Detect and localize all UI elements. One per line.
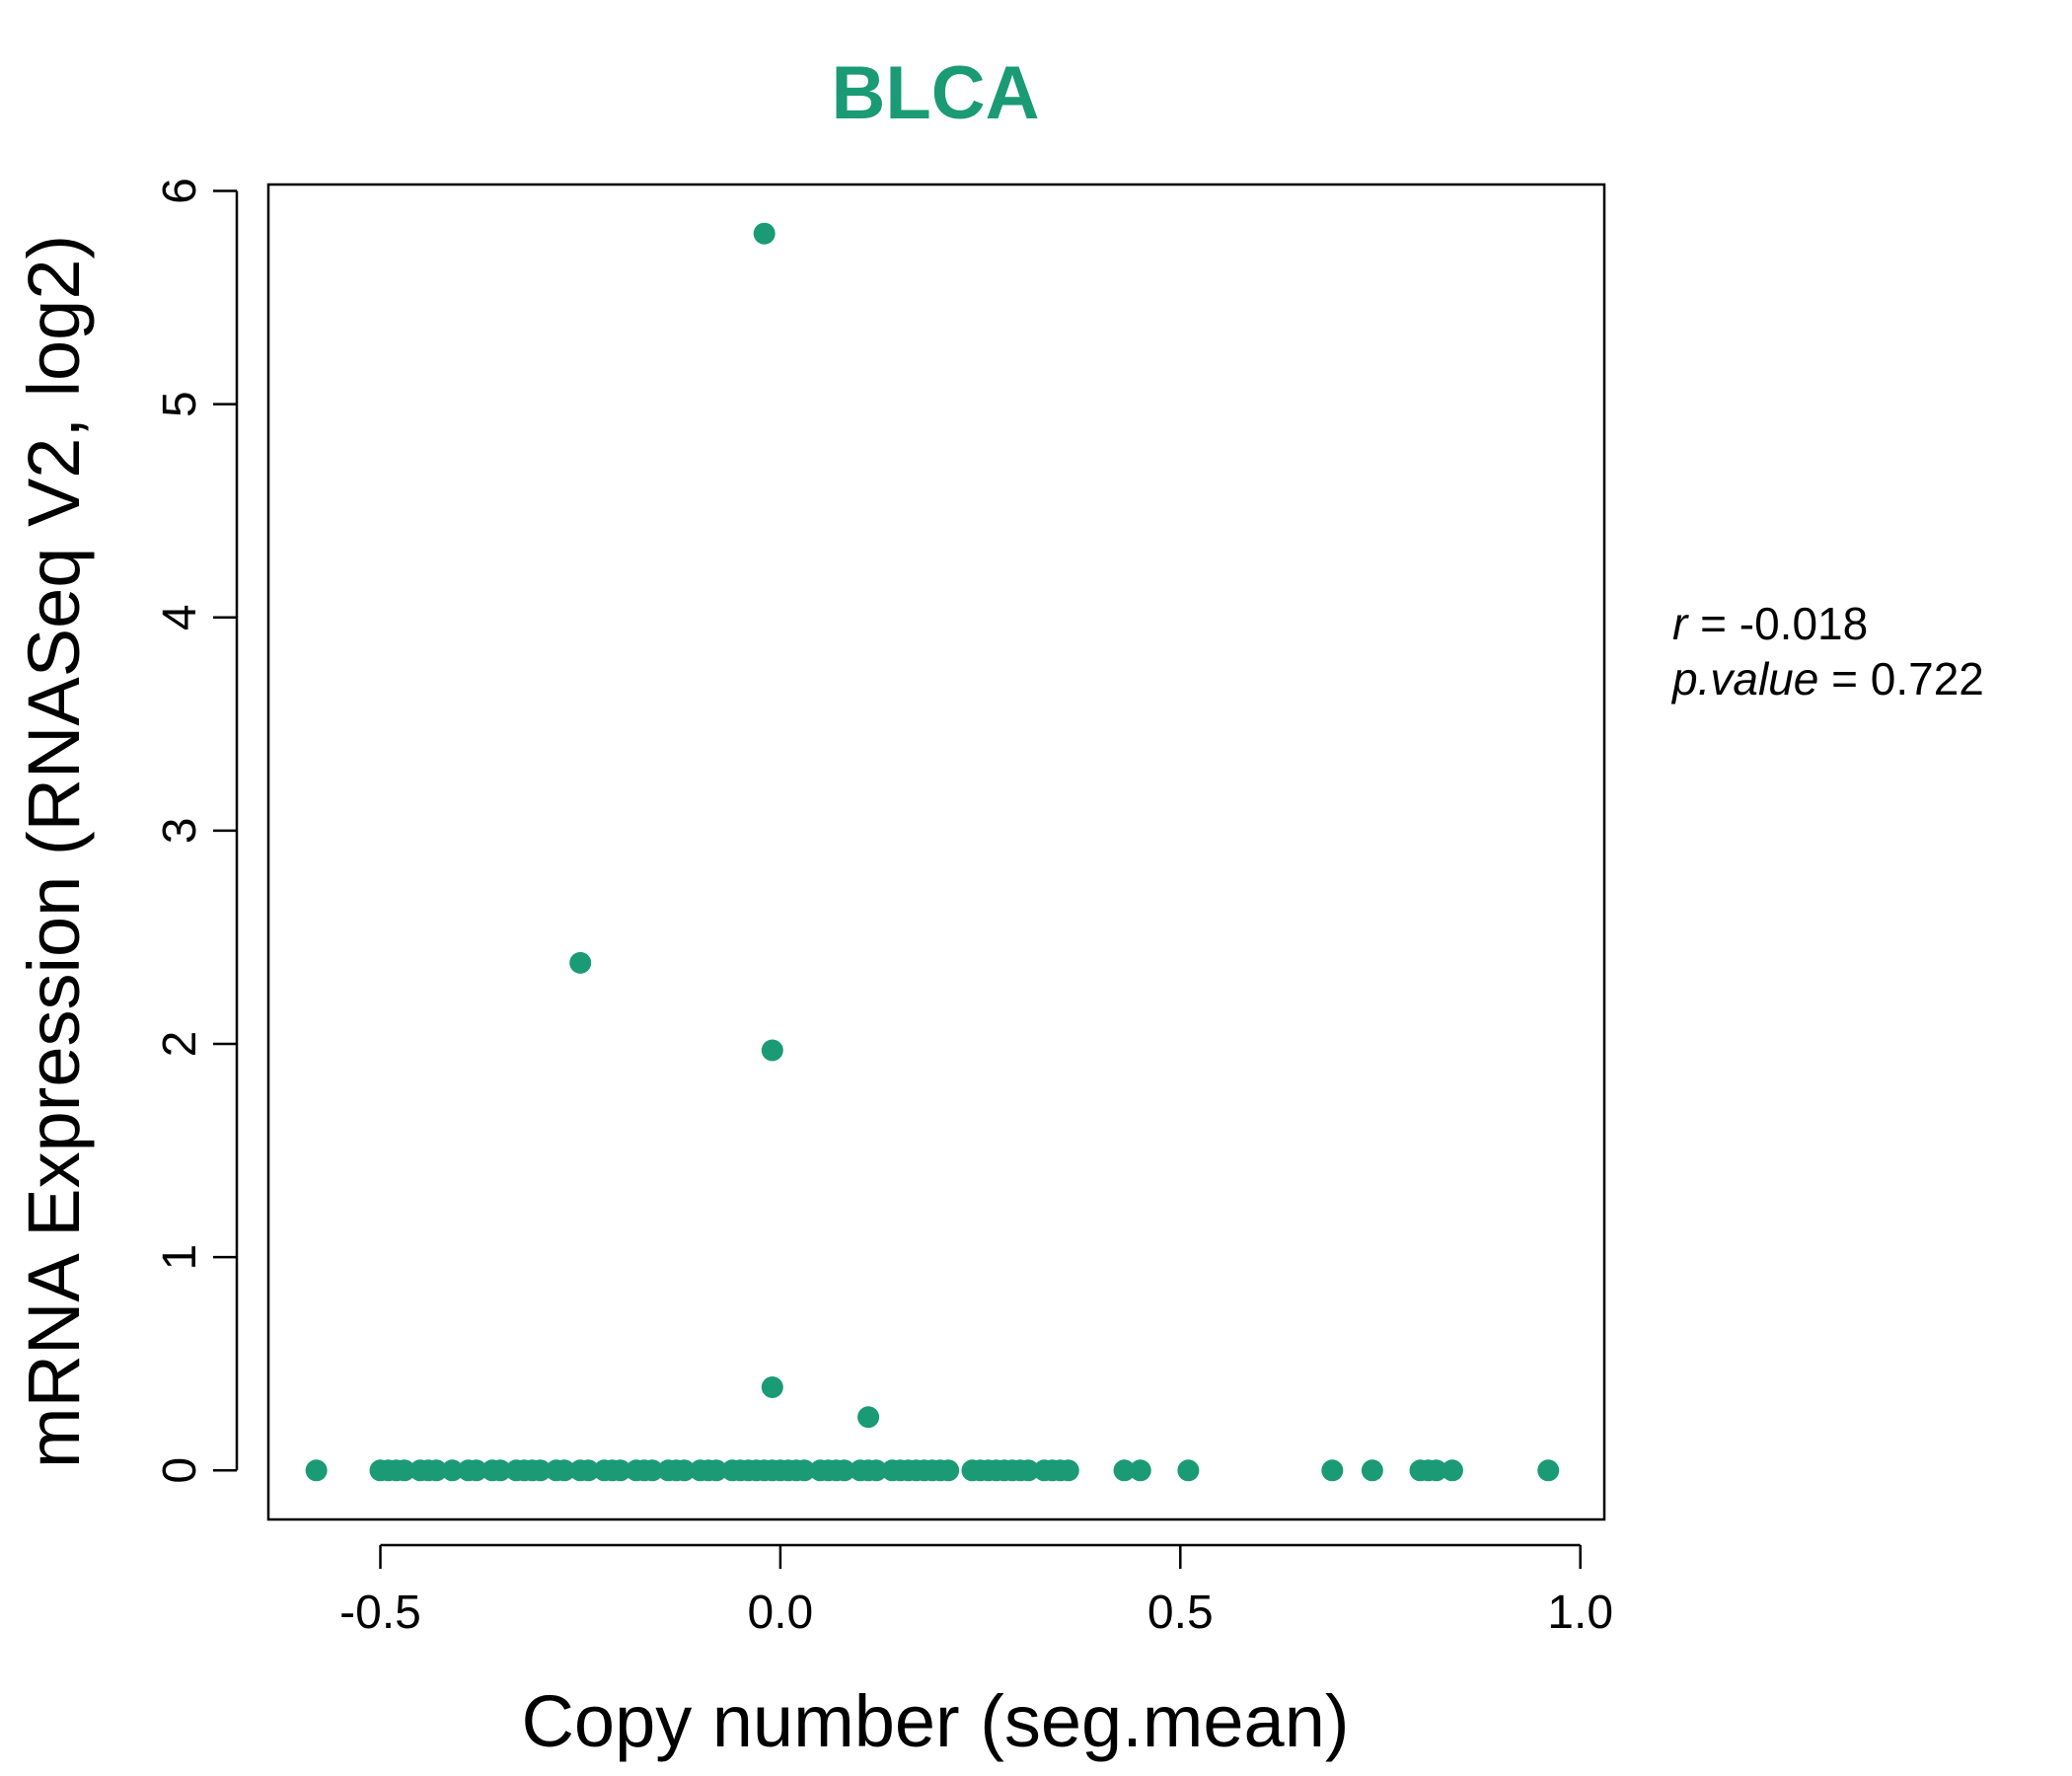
y-axis: 0 1 2 3 4 5 6: [154, 178, 239, 1484]
data-point: [673, 1459, 696, 1482]
x-tick-label: 1.0: [1547, 1587, 1613, 1639]
data-point: [1425, 1459, 1447, 1482]
y-tick-label: 6: [154, 178, 206, 204]
plot-frame: [266, 183, 1606, 1521]
data-point: [425, 1459, 448, 1482]
data-point: [1057, 1459, 1079, 1482]
p-label: p.value: [1670, 653, 1818, 704]
data-point: [793, 1459, 816, 1482]
data-point: [529, 1459, 552, 1482]
x-axis: -0.5 0.0 0.5 1.0: [339, 1543, 1613, 1639]
data-point: [553, 1459, 575, 1482]
data-point: [753, 222, 776, 245]
data-point: [441, 1459, 464, 1482]
x-tick-label: 0.0: [748, 1587, 814, 1639]
data-point: [761, 1375, 783, 1398]
x-tick-label: 0.5: [1147, 1587, 1214, 1639]
x-axis-label: Copy number (seg.mean): [521, 1680, 1349, 1762]
data-point: [857, 1406, 880, 1429]
data-point: [465, 1459, 487, 1482]
data-point: [1017, 1459, 1040, 1482]
data-point: [937, 1459, 960, 1482]
correlation-annotation: r = -0.018: [1672, 598, 1868, 649]
data-point: [489, 1459, 512, 1482]
data-point: [761, 1039, 783, 1062]
y-tick-label: 0: [154, 1457, 206, 1484]
data-point: [1177, 1459, 1200, 1482]
data-point: [305, 1459, 328, 1482]
data-point: [569, 951, 592, 974]
data-point: [705, 1459, 728, 1482]
data-point: [1129, 1459, 1151, 1482]
p-equals: =: [1831, 653, 1871, 704]
y-tick-label: 2: [154, 1031, 206, 1058]
data-point: [609, 1459, 631, 1482]
y-tick-label: 5: [154, 391, 206, 417]
data-point: [1537, 1459, 1560, 1482]
r-equals: =: [1700, 598, 1739, 649]
data-point: [1113, 1459, 1136, 1482]
chart-title: BLCA: [831, 51, 1039, 135]
data-point: [1441, 1459, 1463, 1482]
p-value-annotation: p.value = 0.722: [1670, 653, 1984, 704]
y-tick-label: 3: [154, 818, 206, 845]
data-point: [577, 1459, 600, 1482]
data-point: [393, 1459, 415, 1482]
x-tick-label: -0.5: [339, 1587, 421, 1639]
y-tick-label: 4: [154, 604, 206, 630]
data-point: [865, 1459, 888, 1482]
data-points: [305, 222, 1560, 1482]
r-label: r: [1672, 598, 1689, 649]
p-value: 0.722: [1871, 653, 1984, 704]
data-point: [1321, 1459, 1344, 1482]
y-tick-label: 1: [154, 1244, 206, 1271]
data-point: [1361, 1459, 1383, 1482]
data-point: [641, 1459, 664, 1482]
data-point: [833, 1459, 855, 1482]
r-value: -0.018: [1739, 598, 1868, 649]
y-axis-label: mRNA Expression (RNASeq V2, log2): [13, 235, 95, 1468]
